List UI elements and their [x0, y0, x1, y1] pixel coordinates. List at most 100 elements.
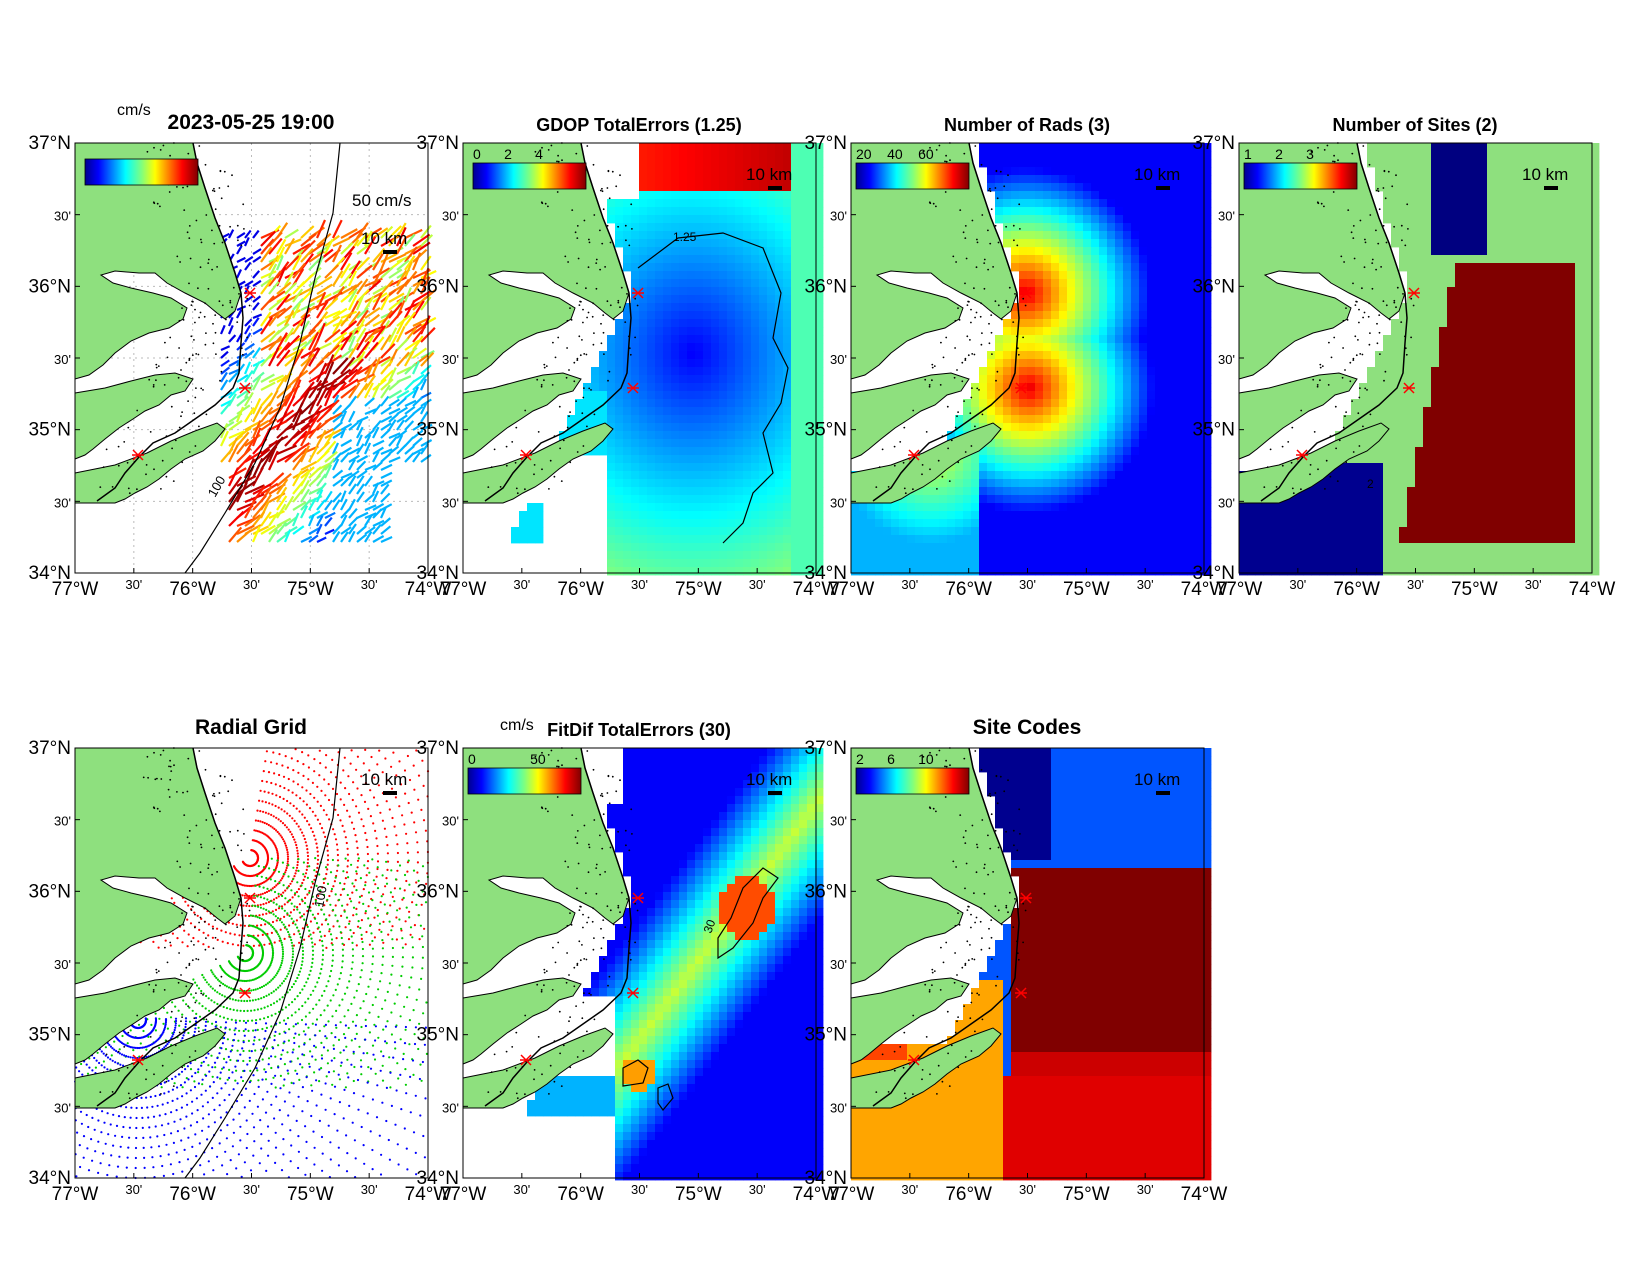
field-cell	[1575, 167, 1584, 176]
field-cell	[591, 383, 600, 392]
field-cell	[703, 375, 712, 384]
field-cell	[1195, 255, 1204, 264]
island-dot	[136, 488, 138, 491]
field-cell	[1391, 183, 1400, 192]
current-vector	[324, 264, 340, 279]
field-cell	[671, 535, 680, 544]
field-cell	[907, 503, 916, 512]
field-cell	[1019, 455, 1028, 464]
island-dot	[521, 461, 524, 463]
island-dot	[940, 341, 942, 344]
field-cell	[751, 407, 760, 416]
field-cell	[647, 239, 656, 248]
field-cell	[867, 551, 876, 560]
field-cell	[607, 551, 616, 560]
island-dot	[1022, 336, 1024, 339]
field-cell	[703, 255, 712, 264]
field-cell	[759, 295, 768, 304]
field-cell	[711, 439, 720, 448]
island-dot	[636, 304, 639, 307]
current-vector	[388, 367, 397, 383]
field-cell	[695, 375, 704, 384]
field-cell	[1447, 151, 1456, 160]
field-cell	[987, 415, 996, 424]
field-cell	[1551, 191, 1560, 200]
current-vector	[251, 427, 262, 447]
field-cell	[1083, 407, 1092, 416]
field-cell	[1375, 151, 1384, 160]
field-cell	[695, 447, 704, 456]
field-cell	[679, 439, 688, 448]
current-vector	[236, 231, 246, 239]
current-vector	[268, 299, 283, 311]
field-cell	[1075, 231, 1084, 240]
field-cell	[1099, 255, 1108, 264]
field-cell	[639, 175, 648, 184]
island-dot	[952, 255, 955, 258]
field-cell	[663, 487, 672, 496]
field-cell	[743, 567, 752, 576]
field-cell	[1139, 527, 1148, 536]
field-cell	[1407, 239, 1416, 248]
field-cell	[687, 359, 696, 368]
field-cell	[1115, 239, 1124, 248]
lat-tick-label: 34°N	[29, 563, 71, 584]
island-dot	[608, 197, 611, 200]
island-dot	[912, 409, 915, 412]
field-cell	[671, 143, 680, 152]
field-cell	[791, 271, 800, 280]
field-cell	[1503, 231, 1512, 240]
field-cell	[1423, 223, 1432, 232]
island-dot	[893, 464, 896, 467]
field-cell	[1083, 455, 1092, 464]
field-cell	[735, 351, 744, 360]
field-cell	[791, 455, 800, 464]
field-cell	[931, 511, 940, 520]
current-vector	[300, 329, 317, 343]
field-cell	[1043, 471, 1052, 480]
field-cell	[623, 247, 632, 256]
field-cell	[1575, 207, 1584, 216]
field-cell	[799, 263, 808, 272]
field-cell	[775, 431, 784, 440]
field-cell	[1043, 319, 1052, 328]
field-cell	[631, 223, 640, 232]
field-cell	[1075, 415, 1084, 424]
field-cell	[1099, 295, 1108, 304]
field-cell	[727, 503, 736, 512]
island-dot	[579, 354, 582, 357]
island-dot	[128, 492, 131, 495]
field-cell	[807, 551, 816, 560]
field-cell	[615, 199, 624, 208]
current-vector	[276, 385, 292, 399]
field-cell	[783, 151, 792, 160]
current-vector	[396, 226, 407, 247]
field-cell	[703, 143, 712, 152]
field-cell	[807, 407, 816, 416]
field-cell	[623, 527, 632, 536]
panel-currents-gridlines	[75, 143, 428, 573]
field-cell	[647, 399, 656, 408]
field-cell	[775, 199, 784, 208]
field-cell	[1495, 159, 1504, 168]
field-cell	[1495, 223, 1504, 232]
island-dot	[957, 307, 959, 309]
island-dot	[937, 459, 940, 462]
field-cell	[1003, 543, 1012, 552]
field-cell	[1583, 183, 1592, 192]
field-cell	[671, 559, 680, 568]
field-cell	[655, 271, 664, 280]
field-cell	[1155, 407, 1164, 416]
field-cell	[1195, 335, 1204, 344]
field-cell	[1011, 559, 1020, 568]
island-dot	[893, 445, 896, 448]
field-cell	[695, 199, 704, 208]
field-cell	[1187, 367, 1196, 376]
field-cell	[1083, 375, 1092, 384]
field-cell	[703, 311, 712, 320]
field-cell	[1391, 239, 1400, 248]
island-dot	[189, 257, 192, 260]
field-cell	[1043, 383, 1052, 392]
current-vector	[244, 500, 256, 519]
field-cell	[1115, 415, 1124, 424]
